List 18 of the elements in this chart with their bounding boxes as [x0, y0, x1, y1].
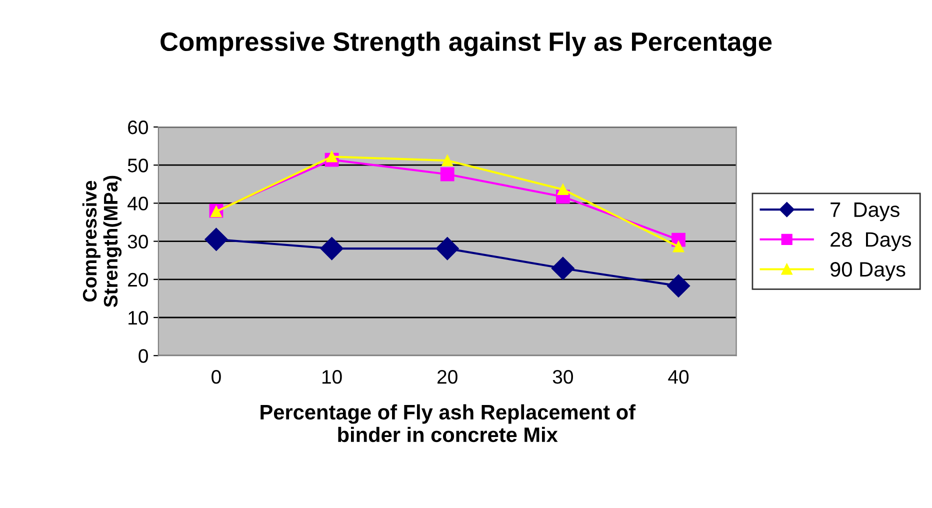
y-tick-label: 0 [138, 349, 148, 363]
y-tick-label: 40 [128, 196, 148, 210]
legend-label: 28 Days [830, 232, 912, 252]
legend-label: 7 Days [830, 202, 900, 222]
x-tick-label: 30 [552, 370, 573, 384]
y-tick-label: 30 [128, 234, 148, 249]
legend-label: 90 Days [830, 262, 906, 281]
y-tick-label: 20 [128, 272, 148, 287]
x-tick-label: 10 [322, 370, 342, 384]
y-tick-label: 10 [128, 310, 148, 325]
x-axis-title: Percentage of Fly ash Replacement of binder in concrete Mix [260, 404, 636, 442]
y-axis-title: Compressive Strength(MPa) [82, 176, 122, 308]
x-tick-label: 0 [212, 370, 221, 384]
x-tick-label: 20 [438, 370, 458, 384]
y-tick-label: 50 [128, 158, 148, 172]
y-tick-label: 60 [128, 120, 148, 134]
chart-title: Compressive Strength against Fly as Percentage [160, 32, 772, 56]
x-tick-label: 40 [668, 370, 689, 384]
